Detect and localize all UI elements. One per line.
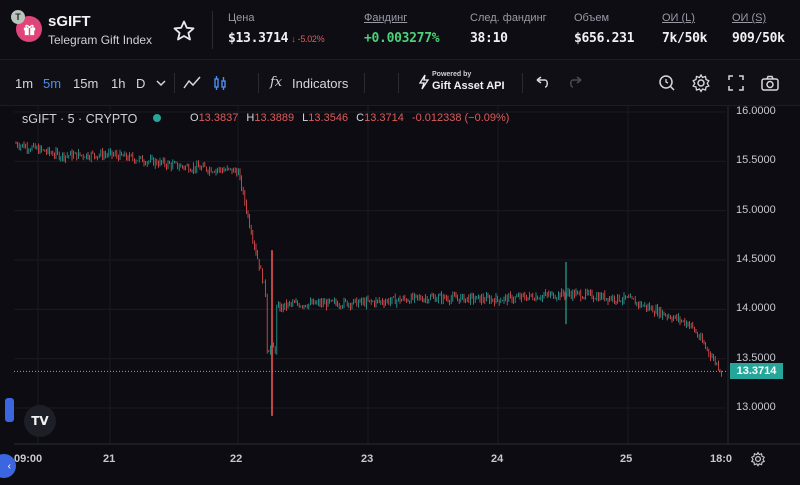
stat-oi-short[interactable]: ОИ (S) 909/50k [732,12,785,46]
ohlc-open: 13.3837 [198,112,239,124]
time-tick-label: 09:00 [14,453,43,465]
stat-next-funding: След. фандинг 38:10 [470,12,547,46]
timeframe-1h[interactable]: 1h [111,76,126,91]
ohlc-low-label: L [302,112,309,124]
collapse-chevron-icon[interactable]: ‹ [0,454,16,478]
symbol-name: sGIFT [48,13,91,30]
market-status-dot [153,114,162,122]
ohlc-high: 13.3889 [254,112,295,124]
ohlc-readout: O13.3837 H13.3889 L13.3546 C13.3714 -0.0… [190,112,514,124]
gift-logo: T [11,10,42,42]
price-tick-label: 14.5000 [736,253,776,265]
chart-legend-title: sGIFT · 5 · CRYPTO [22,112,169,126]
gift-asset-api-label: Gift Asset API [432,80,505,92]
ohlc-close-label: C [356,112,365,124]
gift-icon [23,24,35,35]
price-tick-label: 16.0000 [736,105,776,117]
indicators-button[interactable]: Indicators [292,76,349,91]
toolbar-divider [364,73,365,93]
symbol-subtitle: Telegram Gift Index [48,33,153,47]
ohlc-high-label: H [246,112,255,124]
price-tick-label: 15.0000 [736,203,776,216]
stat-volume: Объем $656.231 [574,12,635,46]
price-tick-label: 13.0000 [736,401,776,413]
quick-search-icon[interactable] [657,73,677,93]
side-panel-tab[interactable] [5,398,14,422]
gift-asset-logo-icon [418,74,430,90]
settings-gear-icon[interactable] [691,73,711,93]
timeframe-d[interactable]: D [136,76,146,91]
fullscreen-icon[interactable] [726,73,746,93]
line-chart-icon[interactable] [182,73,202,93]
toolbar-divider [258,73,259,93]
last-price-tag: 13.3714 [730,363,783,379]
time-tick-label: 25 [620,453,633,465]
timeframe-chevron-down-icon[interactable] [151,73,171,93]
header-divider [212,11,213,49]
ohlc-open-label: O [190,112,199,124]
legend-symbol: sGIFT · 5 · CRYPTO [22,112,138,126]
time-tick-label: 18:0 [710,453,733,465]
timeframe-15m[interactable]: 15m [73,76,99,91]
stat-price: Цена $13.3714 ↓ -5.02% [228,12,325,46]
candlestick-icon[interactable] [210,73,230,93]
stat-oi-short-value: 909/50k [732,31,785,46]
stat-oi-long-value: 7k/50k [662,31,708,46]
stat-funding[interactable]: Фандинг +0.003277% [364,12,440,46]
stat-volume-label: Объем [574,12,610,24]
ohlc-change: -0.012338 (−0.09%) [411,112,510,124]
ohlc-close: 13.3714 [364,112,404,124]
price-chart[interactable] [0,106,800,485]
price-tick-label: 14.0000 [736,302,776,315]
time-tick-label: 21 [103,453,116,465]
screenshot-camera-icon[interactable] [760,73,780,93]
price-change: ↓ -5.02% [291,34,325,44]
powered-by-label: Powered by [432,71,472,78]
stat-oi-short-label[interactable]: ОИ (S) [732,12,767,24]
stat-oi-long[interactable]: ОИ (L) 7k/50k [662,12,707,46]
time-tick-label: 23 [361,453,374,465]
toolbar-divider [398,73,399,93]
time-tick-label: 22 [230,453,243,465]
stat-next-funding-label: След. фандинг [470,12,547,24]
stat-funding-label[interactable]: Фандинг [364,12,408,24]
stat-volume-value: $656.231 [574,31,635,46]
ohlc-low: 13.3546 [308,112,349,124]
powered-by-gift-asset-api[interactable]: Powered by Gift Asset API [418,71,510,95]
stat-price-label: Цена [228,12,255,24]
price-tick-label: 13.5000 [736,351,776,364]
time-tick-label: 24 [491,453,504,465]
timeframe-5m[interactable]: 5m [43,76,62,91]
timeframe-1m[interactable]: 1m [15,76,34,91]
fx-glyph: fx [269,75,283,90]
favorite-star-icon[interactable] [172,19,196,43]
price-value: $13.3714 [228,31,289,46]
stat-price-value: $13.3714 ↓ -5.02% [228,31,325,46]
stat-funding-value: +0.003277% [364,31,440,46]
toolbar-divider [174,73,175,93]
ticker-header: T sGIFT Telegram Gift Index Цена $13.371… [0,0,800,60]
stat-next-funding-value: 38:10 [470,31,508,46]
indicators-fx-icon[interactable]: fx [268,73,288,93]
toolbar-divider [522,73,523,93]
tradingview-logo[interactable]: TV [24,405,56,437]
redo-icon[interactable] [566,73,586,93]
chart-toolbar: 1m 5m 15m 1h D fx Indicators Powered by … [0,60,800,106]
stat-oi-long-label[interactable]: ОИ (L) [662,12,695,24]
undo-icon[interactable] [532,73,552,93]
axis-settings-gear-icon[interactable] [750,451,766,467]
price-tick-label: 15.5000 [736,154,776,167]
telegram-badge: T [11,10,25,24]
